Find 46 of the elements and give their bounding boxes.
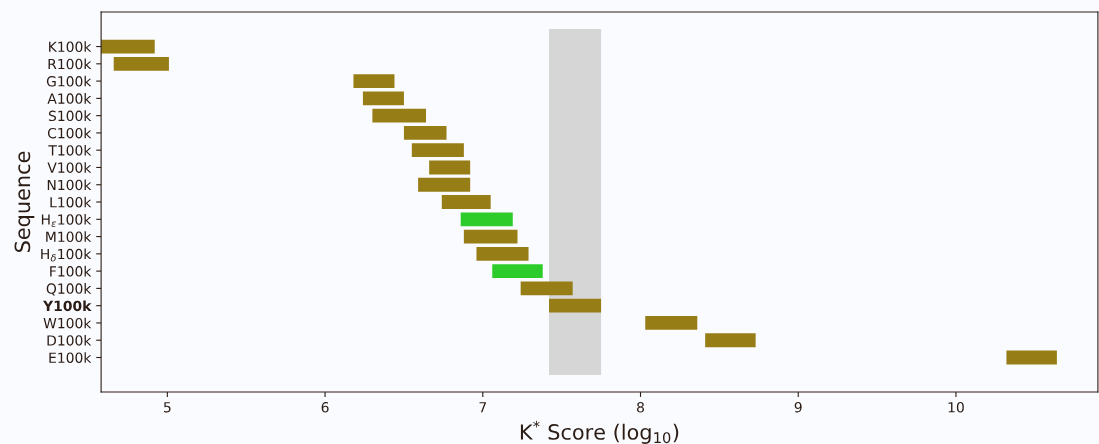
- y-axis-title: Sequence: [14, 151, 35, 253]
- bar: [549, 298, 602, 313]
- y-tick-label: R100k: [48, 58, 92, 70]
- y-tick-label: W100k: [43, 317, 92, 329]
- bar: [101, 39, 155, 54]
- bar: [645, 316, 698, 330]
- y-tick-label: M100k: [46, 231, 92, 243]
- bar: [429, 160, 471, 175]
- y-tick-label: N100k: [47, 179, 92, 191]
- bar: [411, 143, 464, 158]
- x-tick-label: 8: [637, 402, 644, 413]
- y-tick-label: C100k: [47, 127, 92, 139]
- y-tick-label: E100k: [49, 352, 92, 363]
- y-tick-label: D100k: [47, 334, 92, 346]
- bar: [418, 177, 471, 192]
- bar: [441, 195, 491, 209]
- bar: [353, 74, 395, 88]
- bar: [362, 91, 404, 106]
- bar: [372, 108, 427, 123]
- y-tick-label: S100k: [48, 110, 92, 122]
- x-tick-label: 10: [948, 402, 964, 413]
- bar: [492, 264, 543, 279]
- y-tick-label: A100k: [47, 93, 92, 104]
- y-tick-label: V100k: [47, 162, 92, 173]
- y-tick-label: H$_{δ}$100k: [41, 248, 92, 262]
- y-tick-label: Y100k: [42, 300, 92, 312]
- y-tick-label: G100k: [46, 75, 92, 87]
- y-tick-label: K100k: [49, 41, 92, 53]
- bar: [520, 281, 573, 296]
- x-tick-label: 7: [479, 402, 487, 413]
- y-tick-label: Q100k: [46, 283, 92, 296]
- y-tick-label: T100k: [48, 144, 92, 156]
- x-tick-label: 5: [164, 402, 171, 413]
- bar: [403, 126, 447, 140]
- bar: [113, 56, 169, 71]
- y-tick-label: L100k: [50, 196, 92, 208]
- x-tick-label: 6: [321, 402, 329, 413]
- y-tick-label: F100k: [50, 265, 92, 277]
- bar: [463, 229, 518, 244]
- y-tick-label: H$_{ε}$100k: [41, 214, 92, 227]
- x-tick-label: 9: [794, 402, 802, 413]
- bar: [460, 212, 513, 227]
- x-axis-title: K$^{*}$ Score (log$_{10}$): [520, 420, 679, 444]
- bar: [1006, 350, 1057, 365]
- bar: [476, 246, 529, 261]
- bar: [705, 333, 756, 348]
